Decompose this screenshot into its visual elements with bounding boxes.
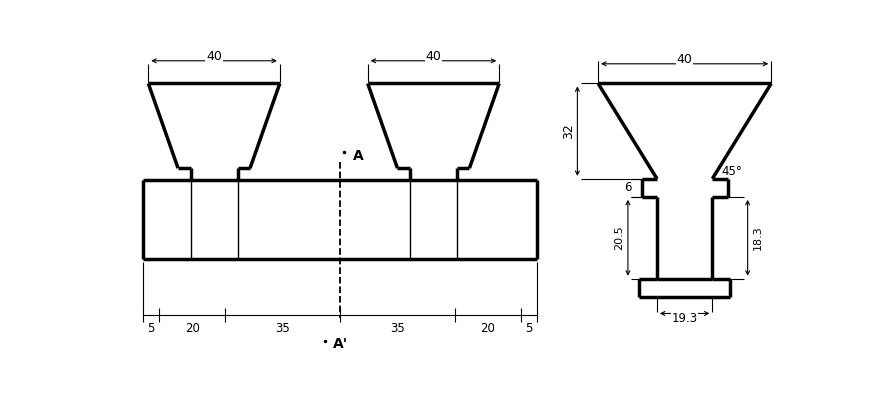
Text: 35: 35: [390, 322, 405, 335]
Text: 18.3: 18.3: [753, 226, 763, 250]
Text: 40: 40: [425, 50, 441, 63]
Text: 32: 32: [562, 123, 575, 139]
Text: A': A': [332, 337, 347, 351]
Text: 20: 20: [185, 322, 199, 335]
Text: 35: 35: [275, 322, 290, 335]
Text: 40: 40: [206, 50, 222, 63]
Text: 5: 5: [525, 322, 533, 335]
Text: 5: 5: [147, 322, 154, 335]
Text: 45°: 45°: [722, 165, 742, 178]
Text: 19.3: 19.3: [672, 312, 697, 325]
Text: 20: 20: [480, 322, 496, 335]
Text: 6: 6: [624, 182, 631, 195]
Text: 20.5: 20.5: [613, 226, 624, 250]
Text: 40: 40: [677, 53, 693, 66]
Text: A: A: [353, 149, 363, 163]
